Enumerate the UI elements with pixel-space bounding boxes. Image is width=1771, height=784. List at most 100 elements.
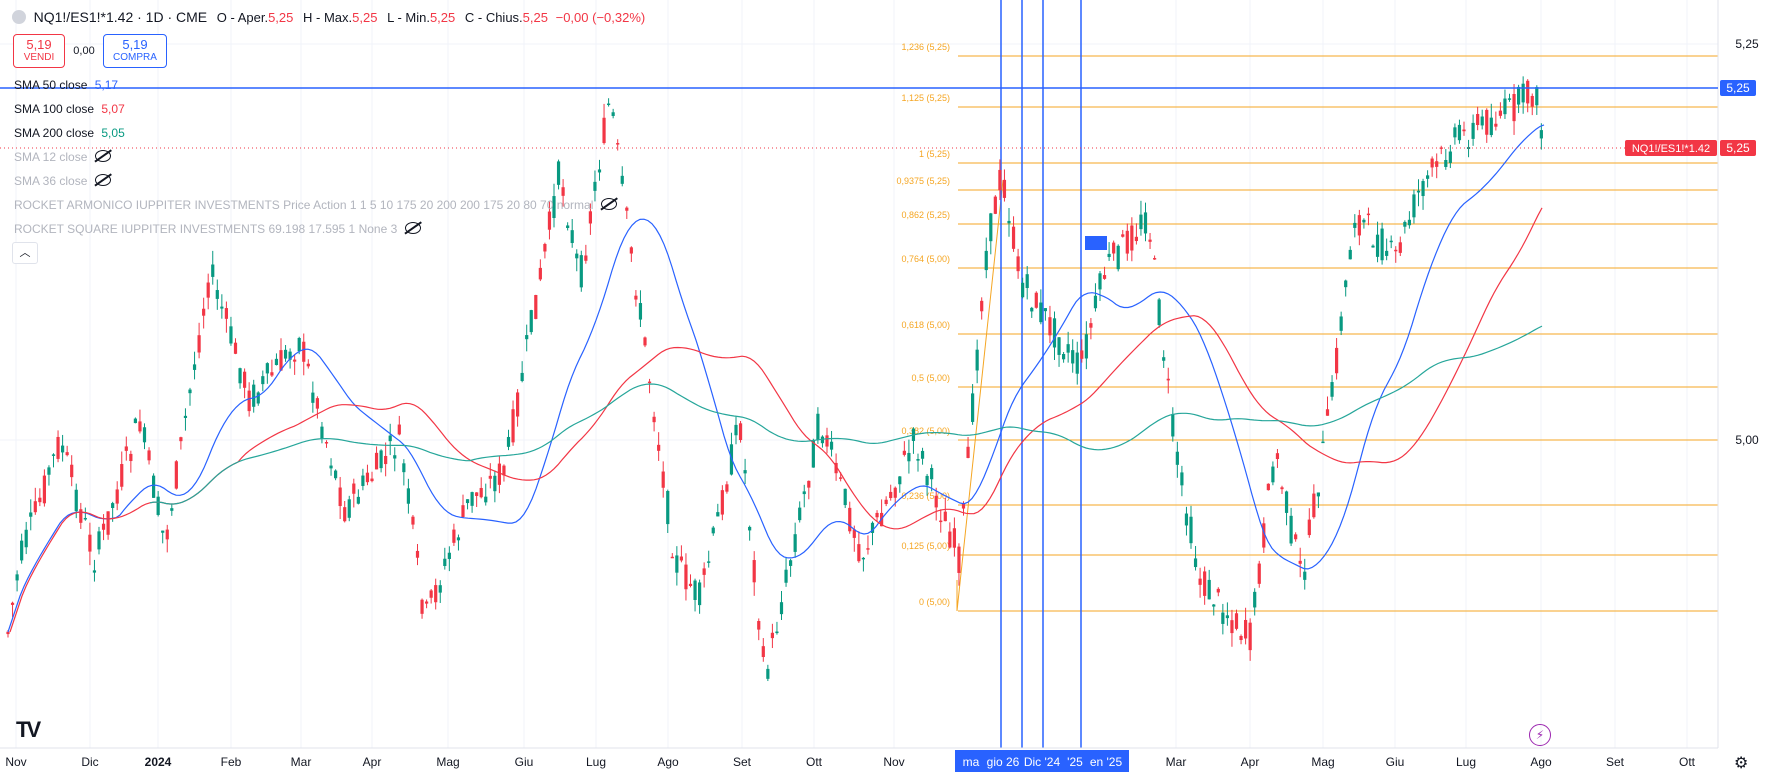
buy-button[interactable]: 5,19 COMPRA — [103, 34, 167, 68]
candle-body — [770, 632, 774, 639]
flag-icon[interactable] — [1085, 236, 1107, 250]
eye-off-icon[interactable] — [95, 150, 112, 162]
fib-label: 0,236 (5,00) — [901, 491, 950, 501]
candle-body — [556, 161, 561, 185]
candle-body — [361, 475, 365, 486]
candle-body — [397, 424, 401, 435]
indicator-3[interactable]: SMA 12 close — [14, 150, 112, 164]
candle-body — [83, 517, 87, 520]
lightning-icon[interactable]: ⚡ — [1529, 724, 1551, 746]
fib-label: 0,382 (5,00) — [901, 426, 950, 436]
candle-body — [1253, 591, 1257, 608]
sma-50-line — [7, 124, 1545, 633]
candle-body — [1507, 98, 1512, 100]
candle-body — [775, 631, 779, 634]
candle-body — [607, 103, 611, 106]
open-value: 5,25 — [268, 10, 294, 25]
candle-body — [852, 529, 856, 538]
candle-body — [1239, 635, 1243, 641]
candle-body — [702, 568, 706, 575]
candle-body — [115, 489, 119, 504]
candle-body — [1344, 280, 1348, 288]
candle-body — [393, 455, 397, 459]
symbol-title[interactable]: NQ1!/ES1!*1.42 · 1D · CME — [33, 9, 208, 25]
candle-body — [848, 507, 852, 532]
high-label: H - Max. — [303, 10, 353, 25]
candle-body — [688, 583, 693, 587]
fib-label: 0,862 (5,25) — [901, 210, 950, 220]
sell-button[interactable]: 5,19 VENDI — [13, 34, 65, 68]
x-tick-label: Ott — [1679, 755, 1696, 769]
candle-body — [24, 529, 28, 548]
candle-body — [10, 602, 15, 605]
candle-body — [1048, 317, 1052, 336]
indicator-4[interactable]: SMA 36 close — [14, 174, 112, 188]
candle-body — [238, 368, 242, 384]
vertical-lines — [1000, 0, 1082, 748]
indicator-2[interactable]: SMA 200 close 5,05 — [14, 126, 125, 140]
candle-body — [675, 555, 679, 573]
eye-off-icon[interactable] — [95, 174, 112, 186]
candle-body — [211, 264, 215, 277]
indicator-5[interactable]: ROCKET ARMONICO IUPPITER INVESTMENTS Pri… — [14, 198, 618, 212]
last-price-symbol: NQ1!/ES1!*1.42 — [1632, 143, 1710, 155]
candle-body — [670, 556, 674, 559]
candle-body — [1221, 612, 1225, 624]
candle-body — [1325, 409, 1330, 416]
candle-body — [283, 349, 288, 359]
candle-body — [502, 465, 506, 476]
candle-body — [470, 492, 474, 506]
candle-body — [766, 668, 770, 679]
candle-body — [534, 295, 538, 319]
indicator-0[interactable]: SMA 50 close 5,17 — [14, 78, 118, 92]
candle-body — [179, 437, 183, 442]
candle-body — [42, 475, 46, 504]
eye-off-icon[interactable] — [405, 222, 422, 234]
candle-body — [875, 512, 879, 518]
candle-body — [1416, 190, 1421, 193]
candle-body — [202, 308, 206, 316]
candle-body — [1485, 109, 1489, 135]
candle-body — [479, 487, 483, 498]
candle-body — [147, 450, 151, 461]
candle-body — [684, 564, 688, 590]
candle-body — [1130, 225, 1134, 251]
fib-label: 0,618 (5,00) — [901, 320, 950, 330]
candle-body — [252, 384, 256, 407]
candle-body — [552, 196, 556, 219]
candle-body — [256, 392, 260, 404]
candle-body — [1298, 560, 1302, 564]
candle-body — [1471, 122, 1475, 139]
candle-body — [1011, 226, 1016, 249]
x-highlight-label: Dic '24 — [1024, 755, 1061, 769]
fib-label: 0,9375 (5,25) — [896, 176, 950, 186]
collapse-legend-button[interactable]: ︿ — [12, 242, 38, 264]
indicator-6[interactable]: ROCKET SQUARE IUPPITER INVESTMENTS 69.19… — [14, 222, 422, 236]
candle-body — [984, 250, 988, 271]
candle-body — [570, 230, 574, 244]
candle-body — [616, 143, 620, 145]
candle-body — [438, 585, 442, 593]
candle-body — [374, 452, 379, 470]
indicator-label: SMA 50 close — [14, 78, 88, 92]
candle-body — [1175, 451, 1179, 465]
candle-body — [124, 446, 128, 451]
x-axis-highlight-range — [955, 750, 1129, 772]
candle-body — [1121, 234, 1125, 237]
x-tick-label: Ago — [657, 755, 679, 769]
spread-value: 0,00 — [73, 45, 95, 57]
symbol-header: NQ1!/ES1!*1.42 · 1D · CME O - Aper.5,25 … — [12, 9, 645, 25]
gear-icon[interactable]: ⚙ — [1734, 755, 1749, 772]
candle-body — [1084, 334, 1088, 359]
candle-body — [1453, 127, 1457, 138]
tradingview-logo[interactable]: TV — [16, 717, 41, 742]
candle-body — [1134, 236, 1138, 242]
indicator-1[interactable]: SMA 100 close 5,07 — [14, 102, 125, 116]
candle-body — [1530, 95, 1534, 107]
candle-body — [1339, 316, 1343, 331]
symbol-logo-icon — [12, 10, 26, 24]
eye-off-icon[interactable] — [601, 198, 618, 210]
candle-body — [174, 461, 178, 489]
candle-body — [1284, 491, 1289, 513]
